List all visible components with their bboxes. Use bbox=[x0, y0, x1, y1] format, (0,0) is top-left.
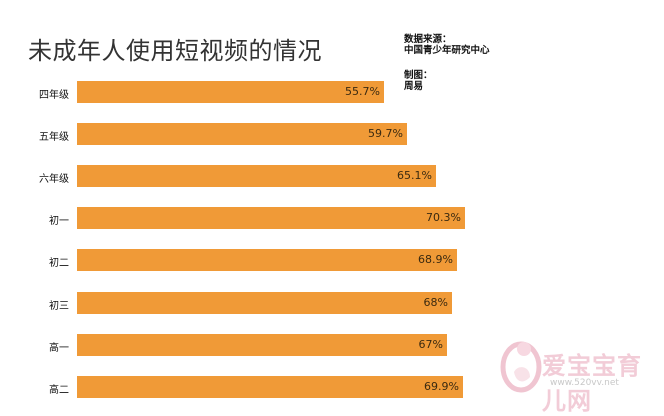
row-label: 高一 bbox=[49, 343, 69, 354]
row-label: 五年级 bbox=[39, 132, 69, 143]
maker-label: 制图： bbox=[404, 70, 433, 81]
bar-value-label: 67% bbox=[418, 338, 443, 351]
watermark: 爱宝宝育儿网 www.520vv.net bbox=[496, 332, 660, 415]
row-label: 初二 bbox=[49, 258, 69, 269]
bar-value-label: 65.1% bbox=[397, 169, 432, 182]
watermark-brand: 爱宝宝育儿网 bbox=[542, 352, 642, 415]
watermark-logo-icon bbox=[500, 341, 542, 393]
bar: 69.9% bbox=[77, 376, 463, 398]
bar: 70.3% bbox=[77, 207, 465, 229]
watermark-url: www.520vv.net bbox=[550, 378, 619, 388]
bar-value-label: 69.9% bbox=[424, 380, 459, 393]
row-label: 初三 bbox=[49, 301, 69, 312]
bar-value-label: 70.3% bbox=[426, 211, 461, 224]
bar: 55.7% bbox=[77, 81, 384, 103]
row-label: 高二 bbox=[49, 385, 69, 396]
bar: 67% bbox=[77, 334, 447, 356]
bar: 65.1% bbox=[77, 165, 436, 187]
bar-value-label: 68.9% bbox=[418, 253, 453, 266]
bar: 68% bbox=[77, 292, 452, 314]
bar-value-label: 59.7% bbox=[368, 127, 403, 140]
bar: 59.7% bbox=[77, 123, 407, 145]
source-label: 数据来源： bbox=[404, 34, 452, 45]
bar: 68.9% bbox=[77, 249, 457, 271]
bar-value-label: 55.7% bbox=[345, 85, 380, 98]
row-label: 初一 bbox=[49, 216, 69, 227]
bar-value-label: 68% bbox=[423, 296, 448, 309]
row-label: 四年级 bbox=[39, 90, 69, 101]
row-label: 六年级 bbox=[39, 174, 69, 185]
chart-title: 未成年人使用短视频的情况 bbox=[28, 37, 322, 65]
source-block: 数据来源： 中国青少年研究中心 制图： 周易 bbox=[404, 34, 544, 92]
maker-value: 周易 bbox=[404, 81, 424, 92]
source-value: 中国青少年研究中心 bbox=[404, 45, 490, 56]
